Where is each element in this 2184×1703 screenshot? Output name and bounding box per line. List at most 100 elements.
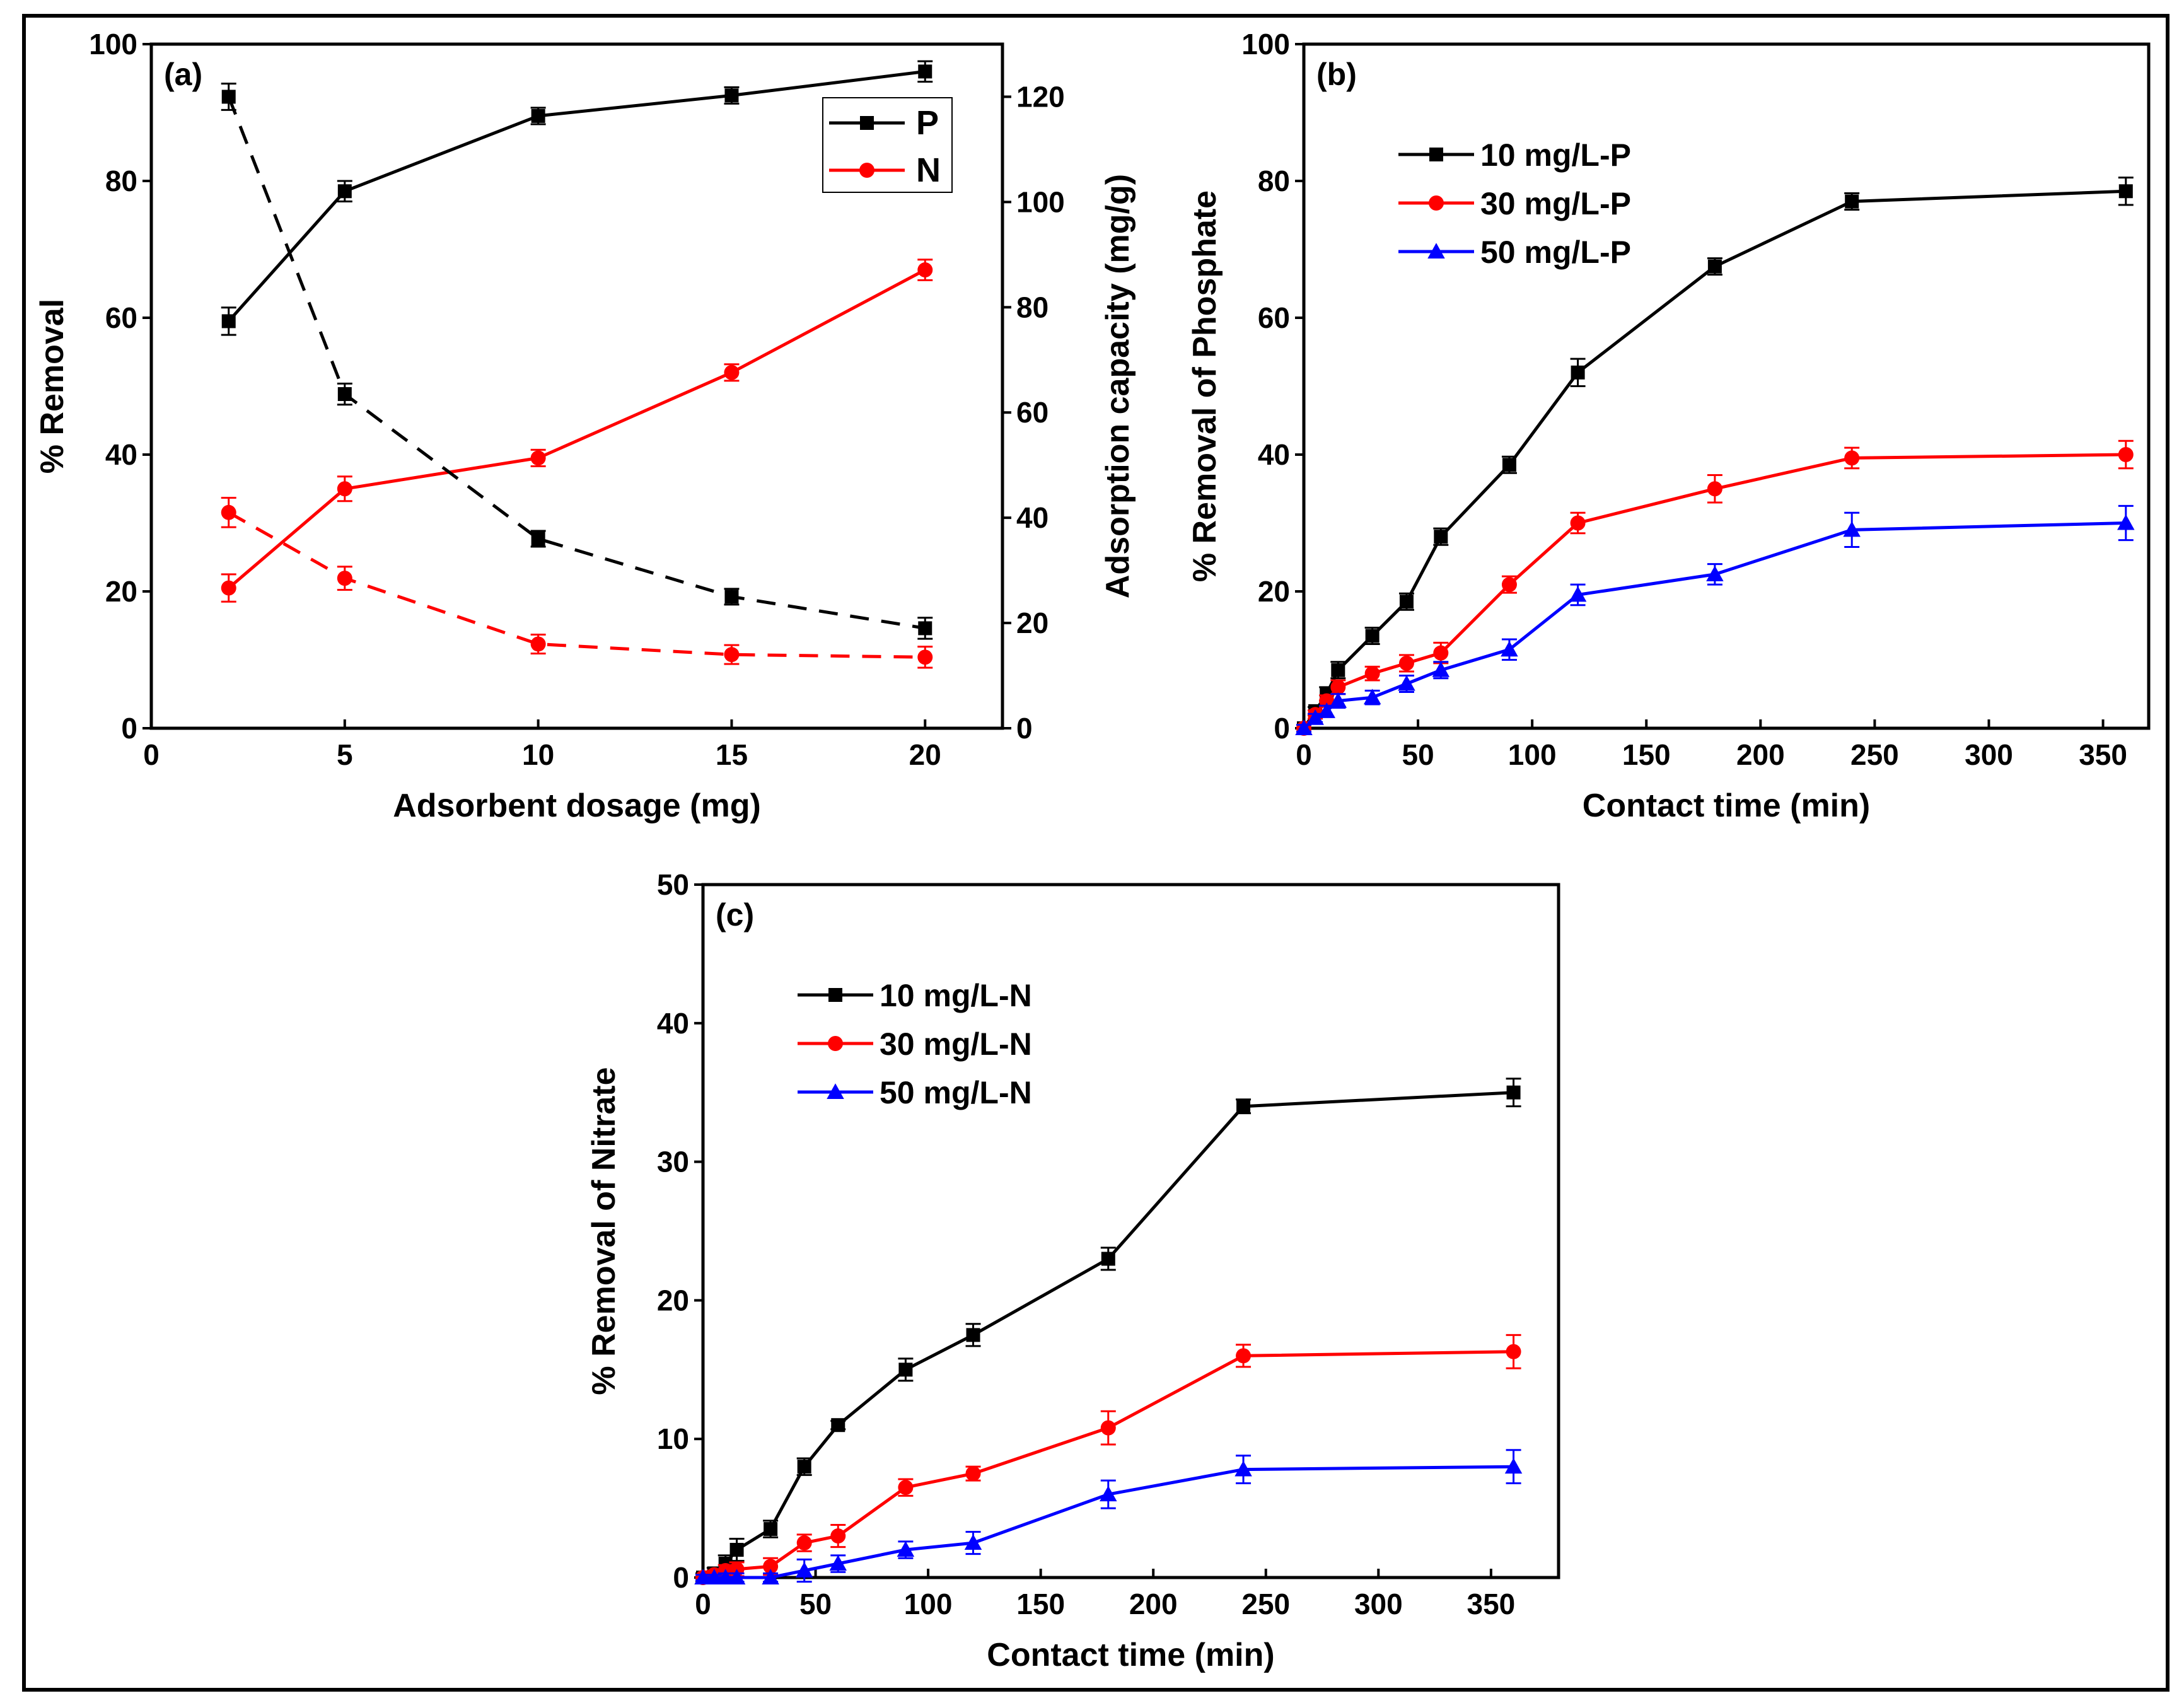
data-point (917, 262, 933, 278)
data-point (1331, 663, 1345, 677)
data-point (1707, 259, 1722, 274)
series-p (221, 60, 933, 336)
y2-tick-label: 80 (1016, 291, 1048, 323)
x-tick-label: 250 (1241, 1588, 1290, 1620)
legend-label: 30 mg/L-N (880, 1026, 1032, 1062)
data-point (221, 90, 236, 104)
data-point (724, 590, 739, 604)
data-point (221, 504, 236, 520)
legend-label: N (916, 151, 941, 189)
data-point (1571, 365, 1585, 380)
x-axis-label: Contact time (min) (987, 1637, 1274, 1673)
data-point (337, 184, 352, 199)
data-point (706, 1569, 723, 1584)
legend-marker (860, 116, 874, 130)
x-axis-label: Contact time (min) (1583, 788, 1870, 824)
x-tick-label: 0 (695, 1588, 711, 1620)
legend-label: 30 mg/L-P (1480, 186, 1631, 221)
data-point (1502, 458, 1516, 472)
data-point (1330, 679, 1346, 695)
x-tick-label: 15 (716, 738, 748, 771)
x-tick-label: 200 (1736, 738, 1785, 771)
data-point (1306, 709, 1324, 725)
data-point (898, 1363, 913, 1377)
data-point (1569, 586, 1587, 602)
data-point (1365, 629, 1380, 643)
y-tick-label: 10 (657, 1422, 689, 1455)
plot-frame (1302, 42, 2151, 730)
data-point (918, 64, 932, 79)
data-point (1236, 1099, 1251, 1113)
data-point (1434, 530, 1448, 544)
panel-label: (a) (164, 57, 202, 92)
x-tick-label: 5 (337, 738, 353, 771)
legend-marker (827, 1083, 844, 1099)
data-point (1295, 719, 1313, 735)
data-point (1844, 450, 1860, 466)
data-point (716, 1569, 735, 1584)
legend: 10 mg/L-P 30 mg/L-P 50 mg/L-P (1398, 137, 1631, 270)
legend-label: 50 mg/L-N (880, 1075, 1032, 1110)
data-point (1433, 645, 1449, 661)
y-tick-label: 60 (105, 301, 137, 334)
panel-c: 0 50 100 150 200 250 300 350 0 10 20 30 40 50 Contact … (586, 868, 1560, 1673)
y2-tick-label: 0 (1016, 712, 1033, 745)
legend-marker (828, 988, 842, 1002)
series-p-capacity (221, 83, 933, 640)
x-tick-label: 200 (1129, 1588, 1178, 1620)
data-point (1706, 566, 1724, 581)
data-point (1100, 1485, 1117, 1502)
y-axis-label: % Removal of Nitrate (586, 1067, 622, 1395)
data-point (221, 314, 236, 328)
y-tick-label: 80 (1258, 165, 1290, 197)
x-tick-label: 150 (1016, 1588, 1065, 1620)
data-point (724, 88, 739, 103)
legend-label: 10 mg/L-P (1480, 137, 1631, 173)
data-point (2117, 514, 2135, 530)
series-n (221, 259, 933, 603)
data-point (1100, 1420, 1116, 1436)
y-tick-label: 100 (1241, 28, 1290, 61)
y2-axis-label: Adsorption capacity (mg/g) (1100, 174, 1136, 598)
data-point (1707, 481, 1722, 497)
data-point (1318, 702, 1335, 718)
data-point (1501, 577, 1517, 593)
data-point (918, 621, 932, 636)
data-point (1398, 675, 1415, 691)
data-point (724, 647, 740, 663)
data-point (1234, 1460, 1252, 1477)
series-line (702, 1350, 1514, 1579)
data-point (1364, 666, 1380, 682)
series-50-mg-l-n (694, 1449, 1523, 1584)
data-point (964, 1534, 982, 1550)
y2-tick-label: 60 (1016, 396, 1048, 429)
x-tick-label: 20 (909, 738, 941, 771)
data-point (1843, 521, 1861, 537)
data-point (897, 1541, 915, 1557)
series-line (227, 69, 926, 323)
y-axis-label: % Removal of Phosphate (1187, 190, 1223, 582)
data-point (796, 1535, 812, 1551)
data-point (830, 1528, 846, 1544)
data-point (1363, 689, 1381, 705)
data-point (1570, 515, 1586, 531)
data-point (917, 649, 933, 665)
x-tick-label: 10 (522, 738, 554, 771)
data-point (1236, 1348, 1252, 1364)
x-tick-label: 50 (1402, 738, 1434, 771)
data-point (764, 1522, 778, 1537)
data-point (531, 532, 545, 546)
data-point (337, 571, 352, 586)
data-point (221, 580, 236, 596)
y-tick-label: 0 (1274, 712, 1290, 745)
series-line (228, 511, 926, 659)
data-point (1506, 1085, 1521, 1100)
data-point (829, 1555, 847, 1571)
data-point (337, 481, 352, 497)
y-tick-label: 40 (1258, 438, 1290, 471)
data-point (1101, 1252, 1115, 1266)
legend-label: 50 mg/L-P (1480, 235, 1631, 270)
y2-tick-label: 120 (1016, 80, 1065, 113)
series-30-mg-l-p (1296, 439, 2134, 736)
legend-marker (1429, 195, 1444, 211)
